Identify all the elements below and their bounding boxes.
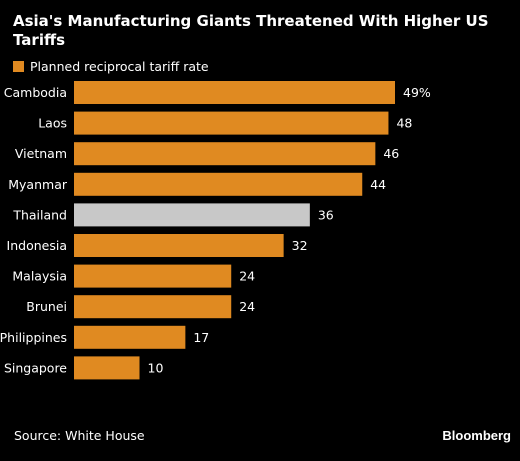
bloomberg-logo: Bloomberg — [442, 428, 511, 443]
bar-indonesia — [74, 234, 284, 257]
category-label-laos: Laos — [38, 116, 67, 131]
value-label-singapore: 10 — [148, 360, 164, 375]
bar-cambodia — [74, 81, 395, 104]
legend-swatch — [13, 61, 24, 72]
chart-title: Asia's Manufacturing Giants Threatened W… — [13, 12, 489, 49]
value-label-laos: 48 — [396, 116, 412, 131]
bar-thailand — [74, 203, 310, 227]
category-label-thailand: Thailand — [12, 207, 67, 222]
value-label-cambodia: 49% — [403, 85, 431, 100]
category-label-vietnam: Vietnam — [15, 146, 67, 161]
legend-label: Planned reciprocal tariff rate — [30, 59, 209, 74]
value-label-thailand: 36 — [318, 207, 334, 222]
bar-malaysia — [74, 264, 232, 288]
category-label-philippines: Philippines — [0, 330, 67, 345]
source-note: Source: White House — [14, 428, 145, 443]
bar-philippines — [74, 325, 186, 349]
category-label-malaysia: Malaysia — [12, 269, 67, 284]
bar-singapore — [74, 356, 140, 380]
category-label-singapore: Singapore — [4, 360, 67, 375]
bar-vietnam — [74, 142, 376, 166]
value-label-malaysia: 24 — [239, 269, 255, 284]
category-label-indonesia: Indonesia — [7, 238, 67, 253]
value-label-myanmar: 44 — [370, 177, 386, 192]
legend: Planned reciprocal tariff rate — [13, 59, 209, 74]
bar-myanmar — [74, 172, 363, 196]
value-label-philippines: 17 — [193, 330, 209, 345]
value-label-vietnam: 46 — [383, 146, 399, 161]
category-label-brunei: Brunei — [26, 299, 67, 314]
bar-laos — [74, 111, 389, 135]
category-label-cambodia: Cambodia — [4, 85, 67, 100]
category-label-myanmar: Myanmar — [8, 177, 68, 192]
value-label-brunei: 24 — [239, 299, 255, 314]
value-label-indonesia: 32 — [292, 238, 308, 253]
bar-brunei — [74, 295, 232, 319]
